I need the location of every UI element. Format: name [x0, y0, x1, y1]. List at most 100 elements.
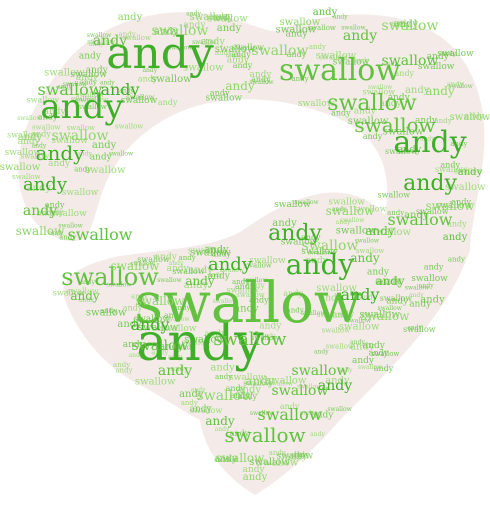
cloud-word-swallow: swallow	[436, 201, 473, 211]
cloud-word-swallow: swallow	[232, 43, 265, 52]
cloud-word-swallow: swallow	[184, 334, 225, 345]
cloud-word-andy: andy	[57, 84, 72, 91]
cloud-word-swallow: swallow	[383, 126, 424, 137]
cloud-word-swallow: swallow	[87, 32, 112, 39]
cloud-word-swallow: swallow	[168, 44, 193, 51]
cloud-word-swallow: swallow	[16, 224, 65, 238]
cloud-word-andy: andy	[354, 106, 377, 116]
cloud-word-swallow: swallow	[249, 79, 274, 86]
cloud-word-andy: andy	[311, 410, 334, 420]
cloud-word-andy: andy	[208, 272, 223, 279]
cloud-word-swallow: swallow	[269, 381, 294, 388]
cloud-word-andy: andy	[115, 366, 132, 374]
cloud-word-swallow: swallow	[21, 153, 49, 161]
cloud-word-swallow: swallow	[71, 96, 96, 103]
cloud-word-andy: andy	[409, 292, 424, 299]
cloud-word-andy: andy	[59, 234, 76, 242]
cloud-word-andy: andy	[27, 183, 52, 194]
cloud-word-swallow: swallow	[411, 274, 448, 284]
cloud-word-swallow: swallow	[160, 324, 197, 334]
cloud-word-andy: andy	[320, 294, 343, 304]
cloud-word-swallow: swallow	[137, 255, 170, 264]
cloud-word-andy: andy	[441, 50, 456, 57]
cloud-word-swallow: swallow	[316, 50, 357, 61]
cloud-word-andy: andy	[31, 130, 51, 139]
cloud-word-andy: andy	[106, 28, 214, 79]
cloud-word-swallow: swallow	[197, 388, 254, 404]
cloud-word-andy: andy	[232, 278, 249, 286]
cloud-word-andy: andy	[93, 33, 127, 49]
cloud-word-swallow: swallow	[85, 165, 126, 176]
cloud-word-swallow: swallow	[325, 342, 353, 350]
cloud-word-andy: andy	[136, 313, 264, 373]
cloud-word-andy: andy	[100, 80, 115, 87]
cloud-word-andy: andy	[167, 264, 190, 274]
cloud-word-swallow: swallow	[192, 39, 217, 46]
cloud-word-swallow: swallow	[183, 63, 224, 74]
cloud-word-swallow: swallow	[227, 285, 260, 294]
cloud-word-swallow: swallow	[354, 204, 387, 213]
cloud-word-swallow: swallow	[359, 310, 400, 321]
cloud-word-andy: andy	[158, 363, 192, 379]
cloud-word-swallow: swallow	[216, 451, 265, 465]
cloud-word-swallow: swallow	[403, 325, 436, 334]
cloud-word-andy: andy	[363, 341, 386, 351]
cloud-word-swallow: swallow	[67, 124, 95, 132]
cloud-word-andy: andy	[318, 378, 352, 394]
cloud-word-andy: andy	[325, 375, 350, 386]
cloud-word-andy: andy	[230, 429, 250, 438]
cloud-word-swallow: swallow	[437, 49, 474, 59]
cloud-word-andy: andy	[131, 293, 148, 301]
cloud-word-andy: andy	[301, 233, 321, 242]
cloud-word-andy: andy	[191, 387, 206, 394]
cloud-word-andy: andy	[118, 12, 143, 23]
cloud-word-andy: andy	[451, 197, 471, 206]
cloud-word-andy: andy	[350, 251, 380, 265]
cloud-word-andy: andy	[331, 109, 351, 118]
cloud-word-andy: andy	[89, 41, 104, 48]
cloud-word-andy: andy	[374, 364, 394, 373]
cloud-word-andy: andy	[245, 374, 275, 388]
cloud-word-andy: andy	[419, 283, 434, 290]
cloud-word-andy: andy	[447, 220, 467, 229]
cloud-word-andy: andy	[443, 232, 468, 243]
cloud-word-swallow: swallow	[272, 383, 329, 399]
cloud-word-andy: andy	[179, 254, 196, 262]
cloud-word-andy: andy	[213, 14, 233, 23]
cloud-word-andy: andy	[336, 219, 351, 226]
cloud-word-swallow: swallow	[294, 199, 319, 206]
cloud-word-andy: andy	[283, 289, 303, 298]
cloud-word-andy: andy	[212, 250, 232, 259]
cloud-word-andy: andy	[100, 307, 117, 315]
cloud-word-swallow: swallow	[385, 147, 418, 156]
cloud-word-andy: andy	[332, 310, 355, 320]
cloud-word-swallow: swallow	[380, 294, 413, 303]
cloud-word-andy: andy	[268, 221, 322, 246]
cloud-word-swallow: swallow	[387, 210, 452, 229]
cloud-word-swallow: swallow	[121, 96, 158, 106]
cloud-word-andy: andy	[404, 210, 429, 221]
cloud-word-andy: andy	[230, 391, 250, 400]
cloud-word-andy: andy	[420, 295, 445, 306]
cloud-word-swallow: swallow	[307, 24, 335, 32]
cloud-word-swallow: swallow	[126, 94, 154, 102]
cloud-word-swallow: swallow	[340, 217, 365, 224]
cloud-word-swallow: swallow	[250, 410, 275, 417]
cloud-word-andy: andy	[70, 289, 100, 303]
cloud-word-swallow: swallow	[358, 364, 383, 371]
cloud-word-swallow: swallow	[50, 209, 87, 219]
cloud-word-andy: andy	[123, 303, 143, 312]
cloud-word-swallow: swallow	[5, 148, 42, 158]
word-cloud-shape	[18, 12, 485, 495]
cloud-word-andy: andy	[352, 356, 375, 366]
cloud-word-swallow: swallow	[454, 167, 482, 175]
cloud-word-swallow: swallow	[382, 18, 439, 34]
cloud-word-swallow: swallow	[67, 225, 132, 244]
cloud-word-swallow: swallow	[363, 88, 396, 97]
cloud-word-andy: andy	[465, 112, 485, 121]
cloud-word-swallow: swallow	[301, 247, 338, 257]
cloud-word-swallow: swallow	[190, 12, 231, 23]
cloud-word-andy: andy	[142, 67, 157, 74]
cloud-word-swallow: swallow	[132, 338, 189, 354]
